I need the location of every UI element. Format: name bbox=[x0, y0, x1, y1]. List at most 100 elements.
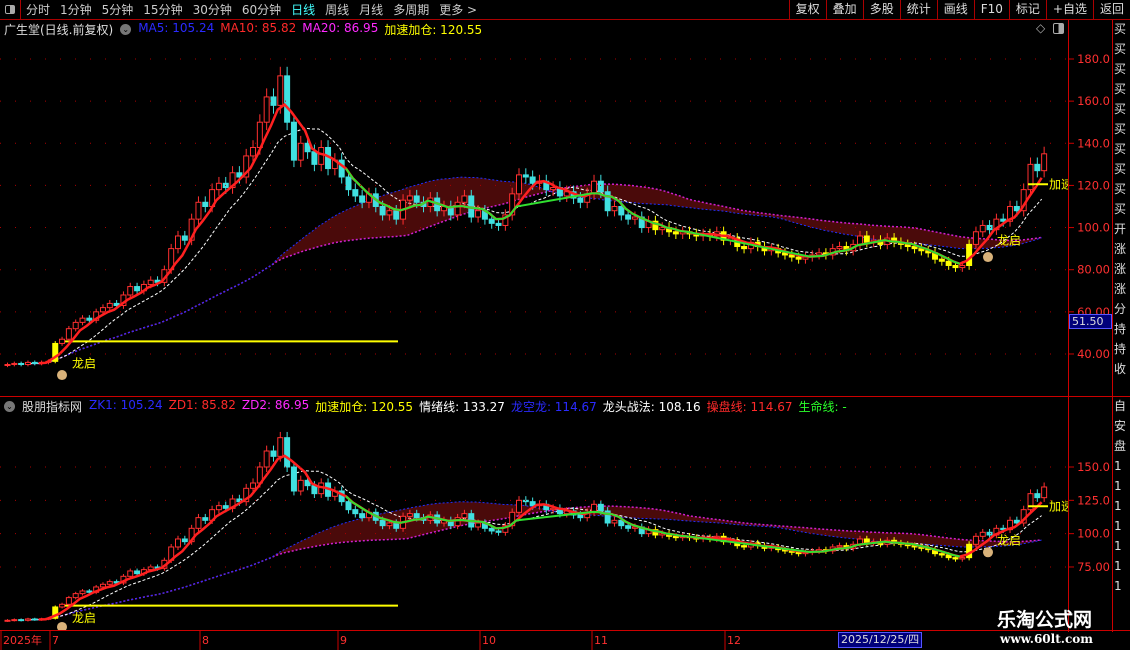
panel-toggle-button[interactable] bbox=[0, 0, 21, 19]
candle-body bbox=[359, 513, 366, 519]
panel-icon[interactable] bbox=[1053, 23, 1064, 34]
candle-body bbox=[352, 189, 359, 197]
side-panel-item[interactable]: 买 bbox=[1114, 202, 1127, 216]
side-panel-item[interactable]: 1 bbox=[1114, 479, 1122, 493]
candle bbox=[406, 189, 413, 207]
side-panel-item[interactable]: 1 bbox=[1114, 499, 1122, 513]
candle-body bbox=[284, 437, 291, 468]
side-panel-item[interactable]: 开 bbox=[1114, 222, 1127, 236]
toolbar-button[interactable]: +自选 bbox=[1045, 0, 1093, 19]
candle-body bbox=[4, 364, 11, 367]
money-bag-icon bbox=[57, 370, 67, 381]
side-panel-item[interactable]: 安 bbox=[1114, 419, 1127, 433]
candle bbox=[31, 617, 38, 621]
dropdown-icon[interactable]: ⌄ bbox=[120, 23, 132, 35]
period-tab[interactable]: 周线 bbox=[325, 3, 350, 17]
candle-body bbox=[106, 581, 113, 585]
candle-body bbox=[529, 501, 536, 507]
candle bbox=[215, 501, 222, 514]
candle-body bbox=[986, 224, 993, 231]
period-tab[interactable]: 多周期 bbox=[393, 3, 430, 17]
period-tab[interactable]: 分时 bbox=[26, 3, 51, 17]
date-label: 10 bbox=[482, 634, 496, 647]
side-panel-item[interactable]: 1 bbox=[1114, 539, 1122, 553]
candle-body bbox=[215, 182, 222, 191]
candle-body bbox=[659, 227, 666, 231]
candle bbox=[24, 617, 31, 622]
period-tab[interactable]: 5分钟 bbox=[101, 3, 134, 17]
side-panel-item[interactable]: 买 bbox=[1114, 62, 1127, 76]
side-panel-item[interactable]: 买 bbox=[1114, 162, 1127, 176]
diamond-icon[interactable]: ◇ bbox=[1036, 21, 1046, 35]
toolbar-button[interactable]: 叠加 bbox=[825, 0, 863, 19]
candle-body bbox=[31, 361, 38, 364]
period-tab[interactable]: 30分钟 bbox=[192, 3, 232, 17]
side-panel-item[interactable]: 买 bbox=[1114, 82, 1127, 96]
candle-body bbox=[979, 224, 986, 233]
period-tab[interactable]: 60分钟 bbox=[241, 3, 282, 17]
toolbar-button[interactable]: 返回 bbox=[1092, 0, 1130, 19]
candle-body bbox=[652, 220, 659, 231]
side-panel-item[interactable]: 涨 bbox=[1114, 282, 1127, 296]
date-label: 12 bbox=[727, 634, 741, 647]
side-panel-item[interactable]: 1 bbox=[1114, 459, 1122, 473]
candle bbox=[993, 213, 1000, 235]
candle bbox=[461, 189, 468, 209]
period-tab[interactable]: 更多 > bbox=[439, 3, 478, 17]
period-tab[interactable]: 15分钟 bbox=[143, 3, 183, 17]
candle-body bbox=[86, 317, 93, 321]
side-panel-item[interactable]: 买 bbox=[1114, 42, 1127, 56]
side-panel-item[interactable]: 1 bbox=[1114, 519, 1122, 533]
side-panel-item[interactable]: 涨 bbox=[1114, 242, 1127, 256]
toolbar-button[interactable]: 多股 bbox=[862, 0, 900, 19]
candle-body bbox=[454, 517, 461, 527]
toolbar-button[interactable]: 复权 bbox=[788, 0, 826, 19]
candle-body bbox=[461, 513, 468, 519]
toolbar-button[interactable]: 统计 bbox=[899, 0, 937, 19]
side-panel-item[interactable]: 收 bbox=[1114, 362, 1127, 376]
side-panel-item[interactable]: 1 bbox=[1114, 579, 1122, 593]
toolbar-button[interactable]: F10 bbox=[973, 0, 1009, 19]
candle bbox=[543, 174, 550, 196]
candle bbox=[932, 248, 939, 264]
candle bbox=[781, 248, 788, 260]
period-tab[interactable]: 日线 bbox=[291, 3, 316, 17]
candle bbox=[181, 535, 188, 545]
candle-body bbox=[24, 618, 31, 621]
side-panel-item[interactable]: 持 bbox=[1114, 342, 1127, 356]
accelerate-label: 加速 bbox=[1049, 499, 1068, 513]
candle bbox=[979, 220, 986, 237]
side-panel-item[interactable]: 1 bbox=[1114, 559, 1122, 573]
candle-body bbox=[1034, 493, 1041, 499]
candle-body bbox=[1000, 218, 1007, 222]
side-panel-item[interactable]: 买 bbox=[1114, 102, 1127, 116]
side-panel-item[interactable]: 买 bbox=[1114, 22, 1127, 36]
side-panel-item[interactable]: 分 bbox=[1114, 302, 1127, 316]
candle-body bbox=[611, 205, 618, 212]
candle bbox=[4, 362, 11, 368]
side-panel-item[interactable]: 盘 bbox=[1114, 439, 1127, 453]
period-tab[interactable]: 月线 bbox=[359, 3, 384, 17]
money-bag-icon bbox=[983, 252, 993, 263]
side-panel-item[interactable]: 自 bbox=[1114, 399, 1127, 413]
period-tab[interactable]: 1分钟 bbox=[60, 3, 92, 17]
candle-body bbox=[386, 522, 393, 527]
candle-body bbox=[597, 503, 604, 512]
candle-body bbox=[495, 530, 502, 533]
trend-band bbox=[73, 501, 1042, 613]
toolbar-button[interactable]: 画线 bbox=[936, 0, 974, 19]
side-panel-item[interactable]: 买 bbox=[1114, 122, 1127, 136]
side-panel-item[interactable]: 涨 bbox=[1114, 262, 1127, 276]
side-panel-item[interactable]: 买 bbox=[1114, 182, 1127, 196]
candle-body bbox=[297, 142, 304, 161]
right-side-panel[interactable]: 买买买买买买买买买买开涨涨涨分持持收 bbox=[1114, 22, 1130, 382]
toolbar-button[interactable]: 标记 bbox=[1008, 0, 1046, 19]
side-panel-item[interactable]: 买 bbox=[1114, 142, 1127, 156]
dropdown-icon[interactable]: ⌄ bbox=[4, 400, 15, 412]
candle bbox=[4, 619, 11, 622]
candle-body bbox=[672, 231, 679, 235]
right-side-subpanel[interactable]: 自安盘 1 1 1 1 1 1 1 bbox=[1114, 399, 1130, 599]
side-panel-item[interactable]: 持 bbox=[1114, 322, 1127, 336]
